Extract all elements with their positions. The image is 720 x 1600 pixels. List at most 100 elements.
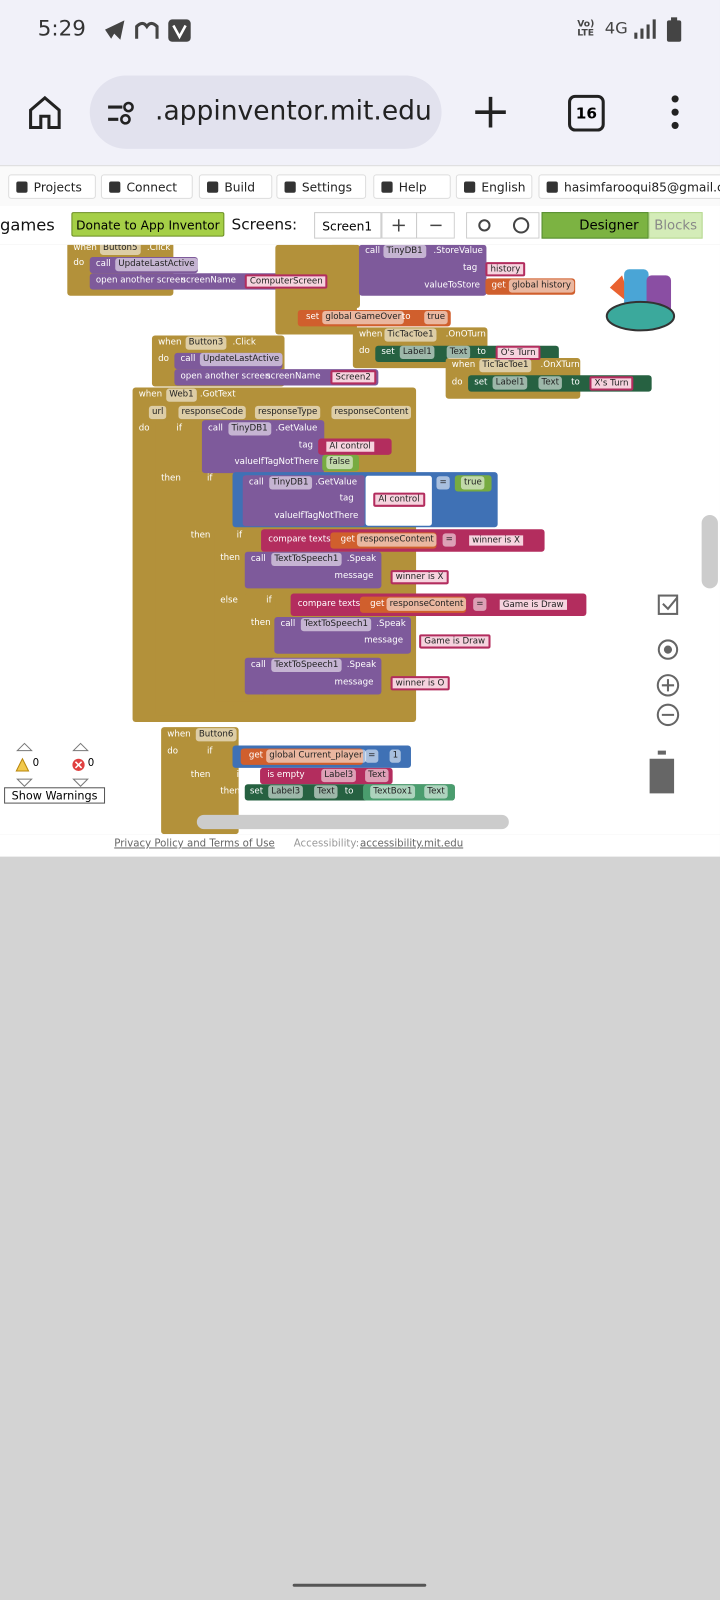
- privacy-link[interactable]: Privacy Policy and Terms of Use: [114, 838, 275, 850]
- block-field[interactable]: responseContent: [356, 533, 437, 547]
- block-field[interactable]: TextToSpeech1: [271, 658, 342, 673]
- blocks-workspace[interactable]: 0 0 Show Warnings when Button5 .Click do cal…: [0, 244, 720, 835]
- url: .appinventor.mit.edu: [155, 95, 432, 127]
- block-keyword: call: [365, 245, 380, 256]
- block-field[interactable]: global history: [508, 279, 575, 293]
- block-field[interactable]: false: [326, 455, 354, 470]
- menu-item[interactable]: Settings: [276, 174, 367, 199]
- block-field[interactable]: UpdateLastActive: [115, 258, 198, 272]
- scrollbar[interactable]: [196, 814, 509, 830]
- block-keyword: valueIfTagNotThere: [274, 510, 359, 522]
- text-literal[interactable]: history: [485, 262, 526, 277]
- block-field[interactable]: TextToSpeech1: [300, 617, 372, 632]
- block-field[interactable]: =: [473, 597, 487, 611]
- menu-item[interactable]: English: [455, 174, 533, 199]
- text-literal[interactable]: ComputerScreen: [244, 274, 328, 289]
- block-field[interactable]: Text: [424, 785, 448, 799]
- block-field[interactable]: Button3: [185, 336, 227, 350]
- block-field[interactable]: url: [148, 405, 167, 420]
- block-keyword: tag: [339, 493, 354, 504]
- block-keyword: open another screen: [95, 275, 186, 286]
- donate-button[interactable]: Donate to App Inventor: [71, 212, 225, 237]
- text-literal[interactable]: AI control: [324, 439, 376, 454]
- block-keyword: get: [370, 598, 385, 609]
- volte-icon: Vo) LTE: [577, 19, 595, 39]
- view-buttons[interactable]: [466, 212, 540, 239]
- workspace-controls[interactable]: [656, 594, 680, 727]
- block-field[interactable]: Text: [538, 376, 563, 390]
- block-field[interactable]: Label1: [399, 345, 435, 359]
- block[interactable]: [329, 244, 360, 308]
- screen-dropdown[interactable]: Screen1: [314, 212, 382, 239]
- backpack[interactable]: [605, 269, 676, 332]
- accessibility-link[interactable]: accessibility.mit.edu: [359, 838, 464, 850]
- blocks-button[interactable]: Blocks: [648, 212, 703, 239]
- block[interactable]: [161, 727, 239, 835]
- text-literal[interactable]: O's Turn: [495, 345, 541, 360]
- block-field[interactable]: TextBox1: [370, 785, 416, 799]
- block-keyword: .Click: [232, 337, 256, 348]
- block-field[interactable]: true: [424, 311, 449, 325]
- block-field[interactable]: UpdateLastActive: [199, 352, 283, 367]
- url-bar[interactable]: .appinventor.mit.edu: [89, 75, 442, 149]
- block-field[interactable]: responseCode: [178, 405, 247, 420]
- block-field[interactable]: Text: [314, 785, 338, 799]
- account[interactable]: hasimfarooqui85@gmail.c: [538, 174, 720, 199]
- block-field[interactable]: Label1: [492, 376, 528, 390]
- home-button[interactable]: [27, 94, 64, 131]
- menu-button[interactable]: [668, 95, 682, 130]
- block-field[interactable]: TinyDB1: [269, 476, 312, 490]
- block-field[interactable]: Text: [446, 345, 471, 359]
- menu-item[interactable]: Help: [373, 174, 451, 199]
- block-field[interactable]: TicTacToe1: [384, 328, 437, 342]
- text-literal[interactable]: Game is Draw: [419, 634, 491, 649]
- toolbar: games Donate to App Inventor Screens: Sc…: [0, 205, 720, 246]
- block-field[interactable]: Label3: [268, 785, 304, 799]
- text-literal[interactable]: winner is X: [467, 533, 526, 548]
- text-literal[interactable]: AI control: [373, 492, 425, 507]
- new-tab[interactable]: [473, 95, 508, 130]
- tab-count[interactable]: 16: [568, 94, 605, 132]
- block-field[interactable]: Label3: [321, 768, 357, 783]
- text-literal[interactable]: winner is X: [390, 570, 449, 585]
- block-field[interactable]: =: [365, 749, 379, 763]
- block-field[interactable]: TinyDB1: [228, 422, 271, 436]
- block-field[interactable]: =: [442, 533, 456, 547]
- menu-item[interactable]: Build: [198, 174, 273, 199]
- block-field[interactable]: Web1: [166, 388, 197, 402]
- block-field[interactable]: Text: [365, 768, 389, 783]
- menu-item[interactable]: Connect: [100, 174, 193, 199]
- menu-item[interactable]: Projects: [8, 174, 96, 199]
- site-settings-icon[interactable]: [106, 100, 137, 127]
- scrollbar[interactable]: [701, 514, 718, 589]
- designer-button[interactable]: Designer: [541, 212, 649, 239]
- block-field[interactable]: responseContent: [386, 597, 467, 611]
- block-field[interactable]: =: [436, 476, 450, 490]
- block-field[interactable]: Button5: [99, 244, 141, 255]
- block-field[interactable]: responseContent: [331, 405, 412, 420]
- text-literal[interactable]: Game is Draw: [497, 597, 569, 612]
- trash[interactable]: [646, 750, 678, 794]
- block-field[interactable]: Button6: [195, 728, 237, 742]
- block-keyword: if: [266, 595, 272, 606]
- block-field[interactable]: TextToSpeech1: [271, 552, 342, 566]
- show-warnings-button[interactable]: Show Warnings: [4, 787, 106, 804]
- screen-buttons[interactable]: [381, 212, 455, 239]
- text-literal[interactable]: winner is O: [390, 676, 450, 691]
- block-keyword: when: [138, 389, 163, 400]
- block-field[interactable]: TicTacToe1: [479, 358, 532, 373]
- block-keyword: message: [334, 571, 374, 582]
- block[interactable]: [174, 369, 379, 386]
- block-keyword: do: [451, 377, 463, 388]
- block-field[interactable]: responseType: [254, 405, 321, 420]
- block-field[interactable]: TinyDB1: [383, 244, 426, 259]
- text-literal[interactable]: X's Turn: [589, 376, 634, 391]
- block-field[interactable]: 1: [389, 749, 402, 763]
- block-keyword: then: [190, 530, 211, 541]
- block-keyword: valueToStore: [424, 280, 480, 291]
- block-keyword: then: [220, 552, 241, 563]
- block-field[interactable]: global Current_player: [266, 749, 366, 763]
- block-field[interactable]: true: [460, 476, 485, 490]
- block-field[interactable]: global GameOver: [322, 311, 405, 325]
- text-literal[interactable]: Screen2: [330, 370, 376, 385]
